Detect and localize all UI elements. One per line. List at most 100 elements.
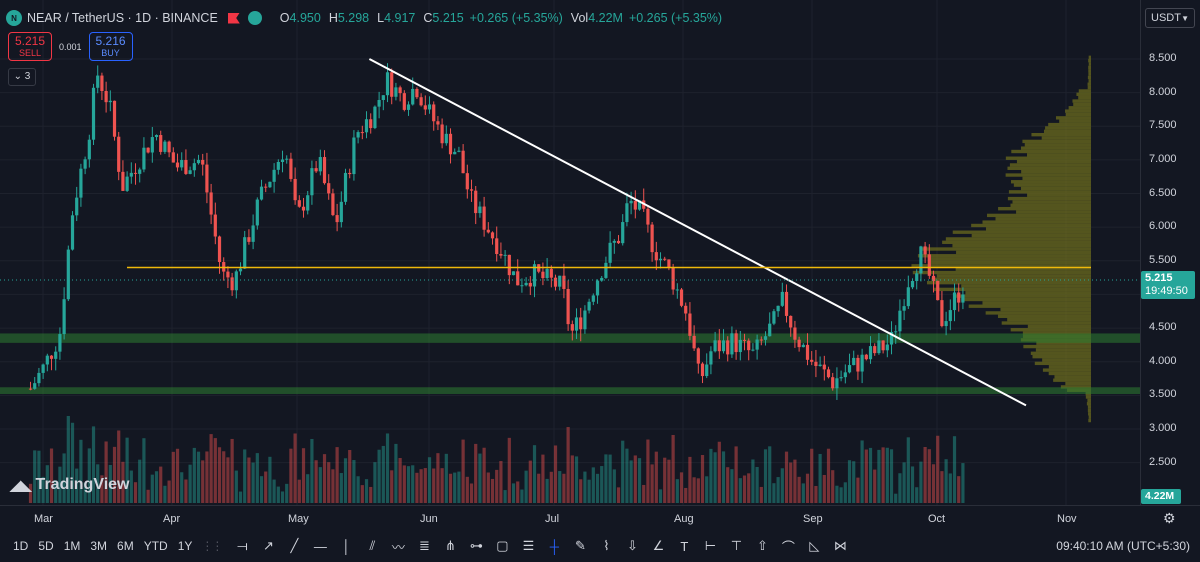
candle-body bbox=[759, 339, 763, 341]
current-price-badge: 5.215 19:49:50 bbox=[1141, 271, 1195, 299]
buy-button[interactable]: 5.216 BUY bbox=[88, 32, 133, 61]
volume-bar bbox=[205, 451, 209, 503]
candle-body bbox=[138, 169, 142, 174]
market-status-icon[interactable] bbox=[247, 11, 262, 25]
candle-body bbox=[663, 258, 667, 260]
tradingview-watermark: ◢◣ TradingView bbox=[10, 476, 130, 494]
symbol-title[interactable]: NEAR / TetherUS · 1D · BINANCE bbox=[27, 11, 218, 25]
volume-bar bbox=[873, 469, 877, 503]
candle-body bbox=[721, 340, 726, 352]
volume-bar bbox=[146, 489, 150, 503]
price-chart[interactable] bbox=[0, 0, 1140, 505]
volume-bar bbox=[188, 464, 192, 503]
volume-bar bbox=[894, 493, 898, 503]
buy-price: 5.216 bbox=[95, 34, 126, 48]
volume-bar bbox=[415, 472, 419, 503]
candle-body bbox=[108, 100, 112, 103]
date-range-icon[interactable]: ⊢ bbox=[704, 538, 717, 553]
crosshair-icon[interactable]: ┼ bbox=[549, 538, 559, 554]
timeframe-1m[interactable]: 1M bbox=[63, 539, 81, 553]
vertical-line-icon[interactable]: │ bbox=[342, 538, 351, 554]
ray-icon[interactable]: ⟞ bbox=[236, 538, 248, 553]
fib-icon[interactable]: ≣ bbox=[418, 538, 430, 553]
close-value: 5.215 bbox=[432, 11, 464, 25]
candle-body bbox=[213, 214, 217, 237]
volume-bar bbox=[163, 485, 167, 503]
volume-profile-bar bbox=[942, 240, 1091, 244]
flag-icon[interactable] bbox=[227, 12, 240, 24]
timeframe-1y[interactable]: 1Y bbox=[177, 539, 193, 553]
brush-icon[interactable]: ✎ bbox=[574, 538, 586, 553]
parallel-channel-icon[interactable]: ⫽ bbox=[369, 538, 376, 553]
sell-button[interactable]: 5.215 SELL bbox=[8, 32, 52, 61]
volume-bar bbox=[377, 449, 381, 503]
path-icon[interactable]: ⌇ bbox=[603, 538, 610, 553]
volume-profile-bar bbox=[1087, 408, 1091, 413]
curve-icon[interactable]: ⌒ bbox=[781, 539, 795, 555]
price-axis[interactable]: USDT ▼ 8.500 8.000 7.500 7.000 6.500 6.000 5.5… bbox=[1140, 0, 1200, 505]
candle-body bbox=[566, 288, 570, 325]
horizontal-line-icon[interactable]: — bbox=[313, 538, 327, 554]
volume-bar bbox=[663, 457, 667, 503]
timeframe-1d[interactable]: 1D bbox=[13, 539, 29, 553]
arrow-line-icon[interactable]: ↗ bbox=[262, 538, 274, 553]
pitchfork-icon[interactable]: ⋔ bbox=[444, 538, 456, 553]
timeframe-ytd[interactable]: YTD bbox=[143, 539, 168, 553]
grip-icon[interactable]: ⋮⋮ bbox=[201, 539, 223, 553]
volume-bar bbox=[117, 430, 121, 503]
volume-profile-bar bbox=[1072, 99, 1091, 103]
month-label: Jun bbox=[420, 513, 438, 525]
volume-bar bbox=[83, 482, 87, 503]
trade-panel: 5.215 SELL 0.001 5.216 BUY bbox=[8, 32, 133, 61]
candle-body bbox=[847, 365, 852, 373]
timeframe-3m[interactable]: 3M bbox=[90, 539, 108, 553]
rectangle-icon[interactable]: ▢ bbox=[496, 538, 509, 553]
candle-body bbox=[150, 137, 154, 153]
clock[interactable]: 09:40:10 AM (UTC+5:30) bbox=[1056, 539, 1190, 553]
volume-bar bbox=[667, 459, 671, 503]
price-note-icon[interactable]: ⊤ bbox=[730, 538, 743, 553]
volume-bar bbox=[654, 451, 658, 503]
volume-profile-bar bbox=[968, 304, 1091, 308]
volume-bar bbox=[532, 445, 537, 503]
arrow-down-icon[interactable]: ⇩ bbox=[626, 538, 638, 553]
text-icon[interactable]: T bbox=[680, 538, 689, 554]
gann-icon[interactable]: ⊶ bbox=[469, 538, 483, 553]
candle-body bbox=[247, 237, 251, 242]
chart-area[interactable]: N NEAR / TetherUS · 1D · BINANCE O 4.950 … bbox=[0, 0, 1140, 505]
candle-body bbox=[608, 242, 612, 263]
trend-line-icon[interactable]: ╱ bbox=[290, 538, 299, 553]
volume-bar bbox=[390, 470, 394, 503]
month-label: Mar bbox=[34, 513, 53, 525]
volume-bar bbox=[868, 447, 873, 503]
gear-icon[interactable]: ⚙ bbox=[1163, 510, 1176, 526]
timeframe-5d[interactable]: 5D bbox=[38, 539, 54, 553]
candle-body bbox=[873, 346, 877, 354]
arrow-up-icon[interactable]: ⇧ bbox=[756, 538, 768, 553]
angle-icon[interactable]: ∠ bbox=[652, 538, 665, 553]
volume-bar bbox=[923, 446, 927, 503]
volume-bar bbox=[688, 456, 692, 503]
volume-bar bbox=[957, 476, 961, 503]
long-position-icon[interactable]: ☰ bbox=[522, 538, 535, 553]
volume-profile-bar bbox=[1043, 129, 1091, 133]
month-label: Oct bbox=[928, 513, 946, 525]
time-axis[interactable]: Mar Apr May Jun Jul Aug Sep Oct Nov ⚙ bbox=[0, 505, 1200, 530]
volume-bar bbox=[138, 459, 142, 503]
bottom-toolbar: 1D 5D 1M 3M 6M YTD 1Y ⋮⋮ ⟞ ↗ ╱ — │ ⫽ 〰 ≣ ⋔ ⊶ ▢ ☰ ┼ ✎ ⌇ ⇩ ∠ T ⊢ ⊤ ⇧… bbox=[0, 530, 1200, 562]
timeframe-6m[interactable]: 6M bbox=[117, 539, 134, 553]
volume-bar bbox=[495, 469, 499, 503]
volume-bar bbox=[822, 474, 826, 503]
candle-body bbox=[604, 262, 608, 278]
volume-bar bbox=[831, 470, 835, 503]
candle-body bbox=[259, 186, 264, 200]
currency-selector[interactable]: USDT ▼ bbox=[1145, 8, 1195, 28]
candle-body bbox=[948, 310, 952, 322]
candle-body bbox=[406, 104, 411, 110]
candle-body bbox=[482, 206, 486, 230]
volume-bar bbox=[264, 471, 268, 503]
triangle-icon[interactable]: ◺ bbox=[809, 538, 820, 553]
indicators-collapse-button[interactable]: ⌄ 3 bbox=[8, 68, 36, 86]
pattern-icon[interactable]: ⋈ bbox=[833, 538, 847, 553]
polyline-icon[interactable]: 〰 bbox=[391, 539, 405, 555]
